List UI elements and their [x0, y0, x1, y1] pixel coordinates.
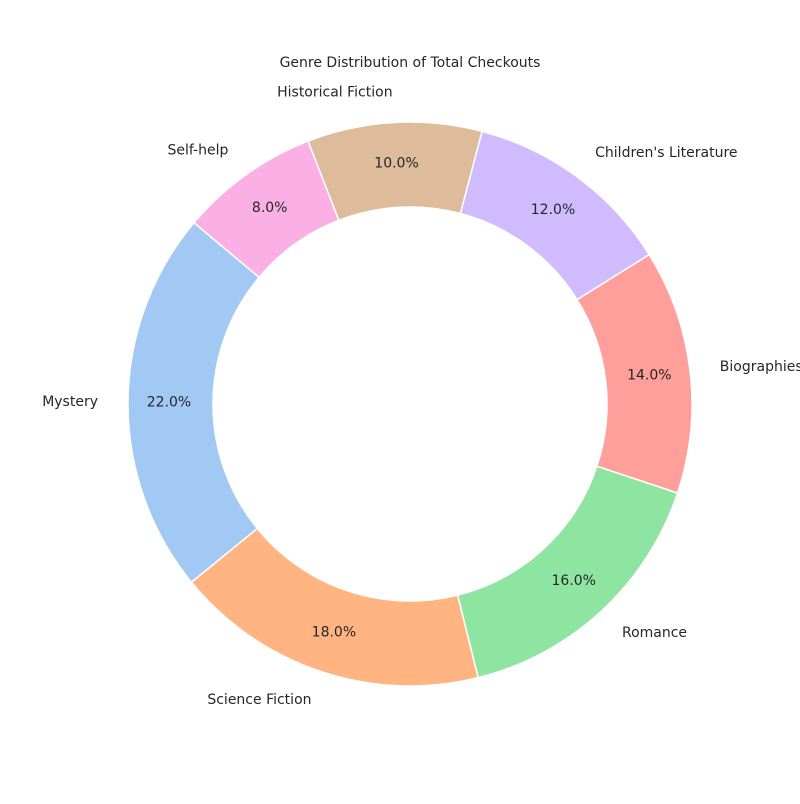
labels-group: 22.0% Mystery 18.0% Science Fiction 16.0% Rom… — [42, 84, 800, 708]
category-label-self-help: Self-help — [168, 142, 229, 158]
pct-label-children-s-literature: 12.0% — [531, 202, 575, 218]
pct-label-biographies: 14.0% — [627, 367, 671, 383]
pct-label-self-help: 8.0% — [252, 200, 288, 216]
chart-title: Genre Distribution of Total Checkouts — [280, 55, 541, 71]
category-label-children-s-literature: Children's Literature — [595, 145, 737, 161]
slices-group — [127, 121, 693, 687]
category-label-biographies: Biographies — [720, 359, 800, 375]
pct-label-romance: 16.0% — [552, 573, 596, 589]
category-label-romance: Romance — [622, 625, 687, 641]
slice-self-help — [192, 140, 340, 279]
slice-science-fiction — [190, 527, 480, 687]
category-label-historical-fiction: Historical Fiction — [277, 84, 392, 100]
category-label-science-fiction: Science Fiction — [207, 692, 311, 708]
pct-label-historical-fiction: 10.0% — [374, 155, 418, 171]
pct-label-mystery: 22.0% — [147, 394, 191, 410]
category-label-mystery: Mystery — [42, 394, 98, 410]
pct-label-science-fiction: 18.0% — [312, 625, 356, 641]
